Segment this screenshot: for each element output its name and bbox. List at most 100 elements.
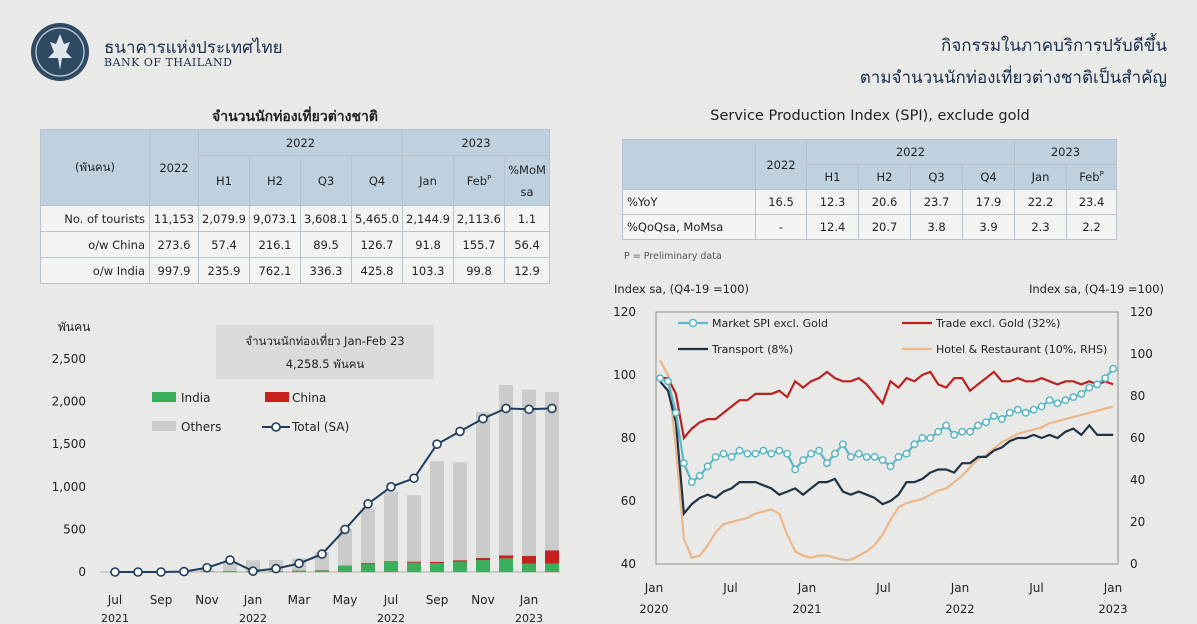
spi-legend-label: Market SPI excl. Gold [712, 317, 828, 330]
spi-market-point [830, 449, 839, 458]
spi-ytick-right: 120 [1130, 305, 1153, 319]
bar-chart-ytick: 500 [63, 522, 86, 536]
tourist-table-subheader: Q4 [351, 155, 403, 206]
spi-xtick: Jul [875, 581, 890, 595]
preliminary-marker: P [1099, 170, 1104, 179]
spi-ytick-left: 120 [613, 305, 636, 319]
spi-xtick: Jan [950, 581, 970, 595]
spi-market-point [711, 452, 720, 461]
spi-table-group-2023: 2023 [1014, 139, 1117, 165]
total-sa-point [501, 403, 511, 414]
total-sa-point [386, 481, 396, 492]
spi-xtick-year: 2020 [639, 602, 668, 616]
bar-india [338, 566, 352, 572]
spi-market-point [1061, 396, 1070, 405]
bar-india [384, 561, 398, 572]
spi-market-point [687, 478, 696, 487]
tourist-table: (พันคน) 2022 2022 2023 H1 H2 Q3 Q4 Jan FebP %M… [40, 129, 550, 284]
spi-market-point [982, 418, 990, 427]
spi-table-row-label: %QoQsa, MoMsa [622, 214, 756, 240]
legend-total-label: Total (SA) [291, 420, 349, 434]
spi-line-2 [659, 380, 1114, 517]
spi-xtick: Jan [644, 581, 664, 595]
spi-table-cell: 17.9 [962, 189, 1015, 215]
tourist-table-cell: 425.8 [351, 257, 403, 284]
spi-market-point [958, 427, 967, 436]
spi-market-point [894, 452, 903, 461]
spi-market-point [1053, 399, 1062, 408]
spi-table-row-label: %YoY [622, 189, 756, 215]
bar-india [315, 570, 329, 572]
spi-table-group-2022: 2022 [806, 139, 1015, 165]
spi-ylabel-left: Index sa, (Q4-19 =100) [614, 282, 749, 296]
spi-market-point [656, 374, 664, 383]
legend-others-swatch [152, 421, 176, 431]
spi-market-point [870, 452, 879, 461]
spi-ylabel-right: Index sa, (Q4-19 =100) [1029, 282, 1164, 296]
bar-china [407, 561, 421, 563]
spi-market-point [886, 462, 895, 471]
spi-line-3 [659, 359, 1114, 561]
spi-market-point [791, 465, 800, 474]
spi-ytick-left: 80 [621, 431, 636, 445]
spi-market-point [727, 452, 736, 461]
spi-ytick-right: 20 [1130, 515, 1145, 529]
bar-others [361, 508, 375, 563]
spi-market-point [950, 430, 959, 439]
bar-chart-ytick: 1,500 [52, 437, 86, 451]
bank-name-th: ธนาคารแห่งประเทศไทย [104, 38, 283, 58]
spi-table-cell: 22.2 [1014, 189, 1067, 215]
bar-chart-ytick: 2,000 [52, 395, 86, 409]
spi-market-point [942, 421, 951, 430]
spi-legend-label: Transport (8%) [711, 343, 793, 356]
bar-china [476, 557, 490, 561]
bar-india [223, 571, 237, 572]
tourist-table-subheader: Q3 [300, 155, 352, 206]
spi-table-subheader: Jan [1014, 164, 1067, 190]
spi-ytick-right: 80 [1130, 389, 1145, 403]
bar-china [499, 555, 513, 559]
legend-china-swatch [265, 392, 289, 402]
spi-market-point [679, 459, 688, 468]
total-sa-point [478, 413, 488, 424]
bar-china [545, 550, 559, 564]
spi-market-point [966, 427, 974, 436]
spi-xtick-year: 2022 [945, 602, 974, 616]
bar-india [476, 560, 490, 572]
bar-others [338, 528, 352, 566]
tourist-table-cell: 57.4 [198, 231, 250, 258]
tourist-table-subheader: %MoM sa [504, 155, 550, 206]
tourist-table-cell: 1.1 [504, 205, 550, 232]
spi-table-cell: 20.7 [858, 214, 911, 240]
spi-market-point [974, 421, 982, 430]
spi-ytick-right: 100 [1130, 347, 1153, 361]
spi-market-point [926, 434, 935, 442]
bar-chart-xtick-year: 2023 [515, 612, 543, 624]
spi-market-point [807, 449, 815, 458]
spi-market-point [703, 462, 712, 471]
spi-market-point [838, 440, 847, 449]
spi-table: 2022 2022 2023 H1 H2 Q3 Q4 Jan FebP %YoY 16.5 1… [622, 139, 1117, 240]
spi-xtick: Jan [797, 581, 817, 595]
spi-ytick-right: 0 [1130, 557, 1138, 571]
bar-china [453, 560, 467, 562]
tourist-table-title: จำนวนนักท่องเที่ยวต่างชาติ [212, 109, 378, 125]
spi-market-point [671, 408, 680, 417]
bar-chart-xtick: Jan [519, 593, 539, 607]
spi-table-subheader: FebP [1066, 164, 1117, 190]
spi-line-0 [659, 367, 1115, 484]
tourist-table-cell: 273.6 [149, 231, 199, 258]
spi-xtick-year: 2023 [1098, 602, 1127, 616]
tourist-table-group-2023: 2023 [402, 129, 550, 156]
spi-market-point [862, 452, 871, 461]
bar-chart-xtick: May [333, 593, 358, 607]
total-sa-point [317, 549, 327, 559]
spi-table-cell: 3.8 [910, 214, 963, 240]
spi-market-point [815, 446, 823, 455]
bar-others [430, 461, 444, 562]
total-sa-point [363, 499, 373, 509]
spi-market-point [735, 446, 744, 455]
tourist-table-row-label: No. of tourists [40, 205, 150, 232]
spi-table-row: %QoQsa, MoMsa -12.4 20.7 3.8 3.9 2.3 2.2 [622, 214, 1117, 240]
